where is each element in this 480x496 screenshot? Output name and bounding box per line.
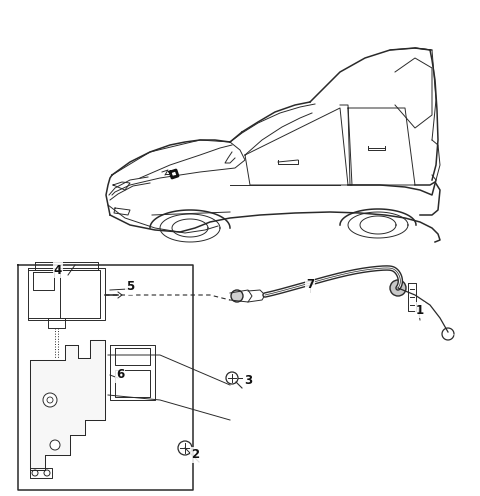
Text: 3: 3 bbox=[244, 373, 252, 386]
Circle shape bbox=[47, 397, 53, 403]
Circle shape bbox=[32, 470, 38, 476]
Polygon shape bbox=[30, 340, 105, 470]
Circle shape bbox=[231, 290, 243, 302]
Circle shape bbox=[178, 441, 192, 455]
Circle shape bbox=[43, 393, 57, 407]
Circle shape bbox=[44, 470, 50, 476]
Text: 5: 5 bbox=[126, 281, 134, 294]
Circle shape bbox=[50, 440, 60, 450]
Circle shape bbox=[226, 372, 238, 384]
Text: 2: 2 bbox=[191, 448, 199, 461]
Circle shape bbox=[390, 280, 406, 296]
Text: 4: 4 bbox=[54, 263, 62, 276]
Text: 7: 7 bbox=[306, 278, 314, 292]
Text: 1: 1 bbox=[416, 304, 424, 316]
Text: 6: 6 bbox=[116, 369, 124, 381]
